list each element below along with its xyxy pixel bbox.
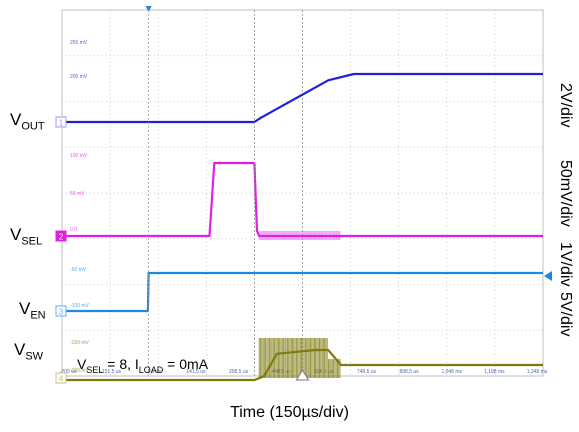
center-triangle-marker [295,369,310,381]
cond-mid: = 8, I [103,356,139,372]
trace-vout [62,72,543,124]
ven-scale: 1V/div [557,242,574,287]
level-labels: 250 mV 200 mV 100 mV 50 mV 0.0 -50 mV -100 mV -… [70,40,90,374]
cond-post: = 0mA [163,356,209,372]
level-label: -50 mV [70,267,87,273]
x-tick-label: -200 us [60,369,77,375]
x-tick-label: 1,198 ms [484,369,505,375]
level-label: -100 mV [70,303,90,309]
x-tick-label: 748,5 us [357,369,377,375]
x-tick-label: 1,048 ms [441,369,462,375]
ven-sub: EN [30,309,46,322]
x-tick-label: 141,5 us [186,369,206,375]
channel-marker-4 [55,372,67,384]
level-label: 250 mV [70,40,88,46]
ven-base: V [19,299,31,318]
level-label: -150 mV [70,340,90,346]
level-label: 100 mV [70,153,88,159]
x-tick-label: -151,5 us [100,369,121,375]
channel-marker-text: 2 [59,233,64,242]
vsel-sub: SEL [21,235,43,248]
level-label: 200 mV [70,74,88,80]
vsw-base: V [14,340,26,359]
vout-sub: OUT [21,120,45,133]
vsel-ringing [258,231,341,240]
vsel-label: VSEL [10,225,42,247]
x-tick-label: 898,5 us [399,369,419,375]
x-axis-title: Time (150µs/div) [230,404,349,421]
vsel-scale: 50mV/div [557,160,574,227]
vsw-label: VSW [14,340,43,362]
cond-pre: V [77,356,87,372]
cond-sub1: SEL [86,364,104,375]
x-tick-label: -1,5 us [146,369,162,375]
vsel-base: V [10,225,22,244]
condition-annotation: VSEL = 8, ILOAD = 0mA [77,356,208,375]
markers: 1 2 3 4 [55,6,552,384]
graticule [61,9,544,377]
trigger-top-arrow [145,6,152,12]
channel-marker-text: 4 [59,375,64,384]
level-label: 50 mV [70,191,85,197]
channel-marker-1 [55,116,67,128]
ven-right-marker [544,271,552,281]
channel-marker-text: 1 [59,119,64,128]
channel-marker-2 [55,230,67,242]
channel-marker-3 [55,305,67,317]
x-tick-label: 298,5 us [229,369,249,375]
level-label: 0.0 [70,227,77,233]
ven-label: VEN [19,299,46,321]
vsw-scale: 5V/div [557,292,574,337]
x-tick-label: 1,348 ms [527,369,548,375]
x-tick-label: 598,5 us [314,369,334,375]
level-label: -200 mV [70,368,90,374]
vout-label: VOUT [10,110,45,132]
vsw-switching-burst [258,338,341,378]
vout-base: V [10,110,22,129]
vout-scale: 2V/div [557,83,574,128]
vsw-sub: SW [25,350,44,363]
cond-sub2: LOAD [138,364,164,375]
channel-marker-text: 3 [59,308,64,317]
